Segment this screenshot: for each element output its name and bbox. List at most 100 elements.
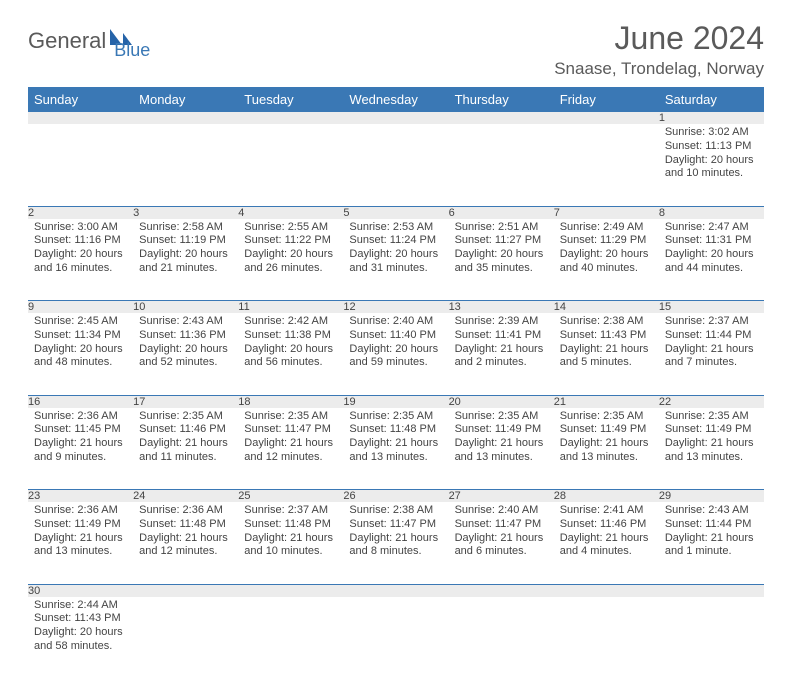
daylight-text: Daylight: 20 hours and 31 minutes. bbox=[349, 248, 442, 276]
day-number-cell bbox=[659, 584, 764, 597]
sunset-text: Sunset: 11:22 PM bbox=[244, 234, 337, 248]
day-cell bbox=[238, 124, 343, 206]
day-cell: Sunrise: 2:44 AMSunset: 11:43 PMDaylight… bbox=[28, 597, 133, 679]
sunset-text: Sunset: 11:38 PM bbox=[244, 329, 337, 343]
day-cell: Sunrise: 2:45 AMSunset: 11:34 PMDaylight… bbox=[28, 313, 133, 395]
sunset-text: Sunset: 11:29 PM bbox=[560, 234, 653, 248]
day-number-cell: 17 bbox=[133, 395, 238, 408]
day-cell-content: Sunrise: 2:43 AMSunset: 11:36 PMDaylight… bbox=[133, 313, 238, 374]
sunset-text: Sunset: 11:31 PM bbox=[665, 234, 758, 248]
day-number-cell bbox=[238, 112, 343, 124]
daylight-text: Daylight: 21 hours and 13 minutes. bbox=[455, 437, 548, 465]
day-cell: Sunrise: 2:47 AMSunset: 11:31 PMDaylight… bbox=[659, 219, 764, 301]
sunrise-text: Sunrise: 3:02 AM bbox=[665, 126, 758, 140]
daynum-row: 23242526272829 bbox=[28, 490, 764, 503]
sunset-text: Sunset: 11:49 PM bbox=[560, 423, 653, 437]
day-cell-content: Sunrise: 2:42 AMSunset: 11:38 PMDaylight… bbox=[238, 313, 343, 374]
sunset-text: Sunset: 11:16 PM bbox=[34, 234, 127, 248]
day-cell-content: Sunrise: 2:43 AMSunset: 11:44 PMDaylight… bbox=[659, 502, 764, 563]
day-number-cell: 15 bbox=[659, 301, 764, 314]
day-cell: Sunrise: 2:37 AMSunset: 11:44 PMDaylight… bbox=[659, 313, 764, 395]
day-cell: Sunrise: 2:53 AMSunset: 11:24 PMDaylight… bbox=[343, 219, 448, 301]
day-cell-content: Sunrise: 2:44 AMSunset: 11:43 PMDaylight… bbox=[28, 597, 133, 658]
calendar-body: 1Sunrise: 3:02 AMSunset: 11:13 PMDayligh… bbox=[28, 112, 764, 679]
sunset-text: Sunset: 11:13 PM bbox=[665, 140, 758, 154]
weekday-header: Tuesday bbox=[238, 87, 343, 112]
sunset-text: Sunset: 11:49 PM bbox=[34, 518, 127, 532]
day-cell: Sunrise: 3:02 AMSunset: 11:13 PMDaylight… bbox=[659, 124, 764, 206]
day-cell-content: Sunrise: 2:53 AMSunset: 11:24 PMDaylight… bbox=[343, 219, 448, 280]
page-title: June 2024 bbox=[554, 20, 764, 57]
sunrise-text: Sunrise: 2:38 AM bbox=[560, 315, 653, 329]
day-number-cell bbox=[554, 112, 659, 124]
day-cell: Sunrise: 2:43 AMSunset: 11:44 PMDaylight… bbox=[659, 502, 764, 584]
sunset-text: Sunset: 11:48 PM bbox=[139, 518, 232, 532]
sunrise-text: Sunrise: 2:44 AM bbox=[34, 599, 127, 613]
day-cell bbox=[238, 597, 343, 679]
day-cell-content: Sunrise: 2:35 AMSunset: 11:49 PMDaylight… bbox=[554, 408, 659, 469]
daylight-text: Daylight: 21 hours and 13 minutes. bbox=[349, 437, 442, 465]
week-row: Sunrise: 2:45 AMSunset: 11:34 PMDaylight… bbox=[28, 313, 764, 395]
day-cell-content: Sunrise: 2:47 AMSunset: 11:31 PMDaylight… bbox=[659, 219, 764, 280]
logo: General Blue bbox=[28, 20, 150, 61]
day-number-cell: 14 bbox=[554, 301, 659, 314]
day-cell: Sunrise: 2:42 AMSunset: 11:38 PMDaylight… bbox=[238, 313, 343, 395]
day-cell: Sunrise: 2:55 AMSunset: 11:22 PMDaylight… bbox=[238, 219, 343, 301]
daylight-text: Daylight: 21 hours and 11 minutes. bbox=[139, 437, 232, 465]
sunset-text: Sunset: 11:27 PM bbox=[455, 234, 548, 248]
daylight-text: Daylight: 20 hours and 56 minutes. bbox=[244, 343, 337, 371]
sunrise-text: Sunrise: 2:39 AM bbox=[455, 315, 548, 329]
day-cell: Sunrise: 2:39 AMSunset: 11:41 PMDaylight… bbox=[449, 313, 554, 395]
daylight-text: Daylight: 21 hours and 9 minutes. bbox=[34, 437, 127, 465]
day-cell bbox=[449, 597, 554, 679]
day-cell: Sunrise: 2:35 AMSunset: 11:46 PMDaylight… bbox=[133, 408, 238, 490]
daylight-text: Daylight: 21 hours and 10 minutes. bbox=[244, 532, 337, 560]
daynum-row: 30 bbox=[28, 584, 764, 597]
day-cell bbox=[449, 124, 554, 206]
day-number-cell: 26 bbox=[343, 490, 448, 503]
day-number-cell: 13 bbox=[449, 301, 554, 314]
daylight-text: Daylight: 20 hours and 44 minutes. bbox=[665, 248, 758, 276]
daylight-text: Daylight: 20 hours and 48 minutes. bbox=[34, 343, 127, 371]
day-cell-content: Sunrise: 2:45 AMSunset: 11:34 PMDaylight… bbox=[28, 313, 133, 374]
day-cell: Sunrise: 2:35 AMSunset: 11:49 PMDaylight… bbox=[659, 408, 764, 490]
day-cell-content: Sunrise: 2:35 AMSunset: 11:49 PMDaylight… bbox=[659, 408, 764, 469]
day-number-cell bbox=[449, 584, 554, 597]
daylight-text: Daylight: 20 hours and 35 minutes. bbox=[455, 248, 548, 276]
sunset-text: Sunset: 11:49 PM bbox=[665, 423, 758, 437]
sunset-text: Sunset: 11:47 PM bbox=[349, 518, 442, 532]
daynum-row: 9101112131415 bbox=[28, 301, 764, 314]
daylight-text: Daylight: 21 hours and 7 minutes. bbox=[665, 343, 758, 371]
day-number-cell: 30 bbox=[28, 584, 133, 597]
day-cell bbox=[343, 597, 448, 679]
weekday-header: Saturday bbox=[659, 87, 764, 112]
day-number-cell bbox=[133, 112, 238, 124]
day-number-cell bbox=[133, 584, 238, 597]
sunset-text: Sunset: 11:44 PM bbox=[665, 329, 758, 343]
logo-text-part1: General bbox=[28, 28, 106, 54]
sunrise-text: Sunrise: 2:47 AM bbox=[665, 221, 758, 235]
day-number-cell: 29 bbox=[659, 490, 764, 503]
day-number-cell: 27 bbox=[449, 490, 554, 503]
sunset-text: Sunset: 11:46 PM bbox=[139, 423, 232, 437]
day-cell-content: Sunrise: 2:55 AMSunset: 11:22 PMDaylight… bbox=[238, 219, 343, 280]
daylight-text: Daylight: 21 hours and 1 minute. bbox=[665, 532, 758, 560]
weekday-header: Sunday bbox=[28, 87, 133, 112]
calendar-table: Sunday Monday Tuesday Wednesday Thursday… bbox=[28, 87, 764, 679]
sunrise-text: Sunrise: 2:58 AM bbox=[139, 221, 232, 235]
daylight-text: Daylight: 20 hours and 40 minutes. bbox=[560, 248, 653, 276]
day-cell: Sunrise: 2:35 AMSunset: 11:49 PMDaylight… bbox=[554, 408, 659, 490]
day-cell-content: Sunrise: 2:37 AMSunset: 11:48 PMDaylight… bbox=[238, 502, 343, 563]
daylight-text: Daylight: 20 hours and 16 minutes. bbox=[34, 248, 127, 276]
sunrise-text: Sunrise: 2:35 AM bbox=[560, 410, 653, 424]
day-number-cell: 4 bbox=[238, 206, 343, 219]
day-cell-content: Sunrise: 2:58 AMSunset: 11:19 PMDaylight… bbox=[133, 219, 238, 280]
day-cell-content: Sunrise: 2:38 AMSunset: 11:47 PMDaylight… bbox=[343, 502, 448, 563]
day-number-cell: 24 bbox=[133, 490, 238, 503]
daylight-text: Daylight: 21 hours and 5 minutes. bbox=[560, 343, 653, 371]
sunset-text: Sunset: 11:48 PM bbox=[349, 423, 442, 437]
week-row: Sunrise: 3:00 AMSunset: 11:16 PMDaylight… bbox=[28, 219, 764, 301]
location-text: Snaase, Trondelag, Norway bbox=[554, 59, 764, 79]
day-number-cell: 5 bbox=[343, 206, 448, 219]
sunrise-text: Sunrise: 2:53 AM bbox=[349, 221, 442, 235]
